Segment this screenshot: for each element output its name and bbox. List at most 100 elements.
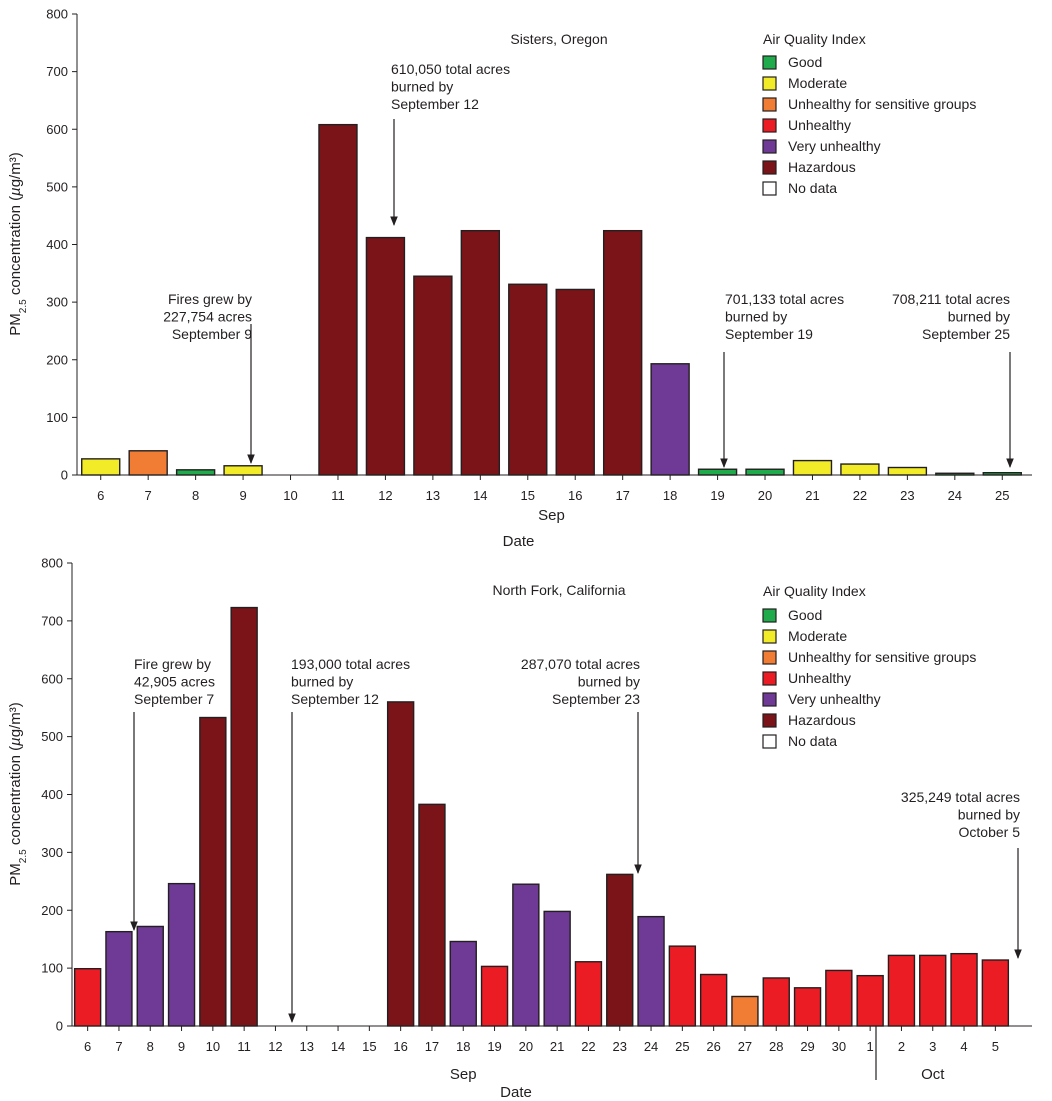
x-tick-label: 16 [568, 488, 582, 503]
x-tick-label: 17 [425, 1039, 439, 1054]
y-axis-title-mu: µ [7, 737, 24, 746]
bar-2-unhealthy [887, 954, 916, 1027]
x-tick-label: 20 [519, 1039, 533, 1054]
annotation-line: 610,050 total acres [391, 61, 510, 77]
annotation-0: Fire grew by 42,905 acres September 7 [134, 656, 215, 707]
legend-swatch-moderate [762, 629, 777, 644]
bar-7-very_unhealthy [105, 930, 133, 1027]
x-tick-label: 27 [738, 1039, 752, 1054]
x-tick-label: 13 [426, 488, 440, 503]
legend-label-no_data: No data [788, 733, 837, 749]
bar-23-hazardous [606, 873, 634, 1027]
legend-swatch-no_data [762, 181, 777, 196]
annotation-1: 193,000 total acres burned by September 12 [291, 656, 410, 707]
annotation-line: 193,000 total acres [291, 656, 410, 672]
x-month-label: Oct [921, 1066, 945, 1083]
bar-21-very_unhealthy [543, 910, 571, 1027]
x-tick-label: 29 [800, 1039, 814, 1054]
x-tick-label: 18 [663, 488, 677, 503]
bar-7-usg [128, 450, 168, 476]
x-tick-label: 16 [393, 1039, 407, 1054]
x-tick-label: 6 [97, 488, 104, 503]
x-tick-label: 25 [675, 1039, 689, 1054]
bar-18-very_unhealthy [650, 363, 690, 476]
legend-swatch-good [762, 55, 777, 70]
x-tick-label: 8 [147, 1039, 154, 1054]
x-tick-label: 14 [473, 488, 487, 503]
legend-label-very_unhealthy: Very unhealthy [788, 138, 881, 154]
annotation-3: 325,249 total acres burned by October 5 [901, 789, 1020, 840]
x-month-label: Sep [450, 1066, 477, 1083]
bar-17-hazardous [602, 229, 643, 476]
annotation-line: burned by [391, 79, 453, 95]
bar-13-hazardous [413, 275, 453, 476]
bar-24-very_unhealthy [637, 915, 665, 1027]
y-tick-label: 0 [56, 1019, 63, 1034]
x-tick-label: 22 [581, 1039, 595, 1054]
x-tick-label: 15 [362, 1039, 376, 1054]
legend-label-unhealthy: Unhealthy [788, 670, 851, 686]
bar-28-unhealthy [762, 977, 790, 1027]
y-tick-label: 800 [46, 7, 68, 22]
bar-23-moderate [887, 466, 928, 476]
annotation-line: September 12 [391, 96, 479, 112]
legend-title: Air Quality Index [763, 31, 866, 47]
y-axis-title-mu: µ [7, 187, 24, 196]
y-tick-label: 700 [41, 613, 63, 628]
annotation-line: September 12 [291, 691, 379, 707]
x-tick-label: 21 [550, 1039, 564, 1054]
legend-swatch-hazardous [762, 713, 777, 728]
y-tick-label: 500 [41, 729, 63, 744]
bar-22-unhealthy [574, 961, 603, 1027]
bar-8-good [175, 469, 216, 476]
y-tick-label: 600 [41, 671, 63, 686]
x-tick-label: 21 [805, 488, 819, 503]
legend-swatch-very_unhealthy [762, 692, 777, 707]
bar-16-hazardous [555, 288, 595, 476]
x-tick-label: 24 [948, 488, 962, 503]
x-tick-label: 18 [456, 1039, 470, 1054]
x-tick-label: 7 [115, 1039, 122, 1054]
legend-swatch-moderate [762, 76, 777, 91]
legend-label-good: Good [788, 607, 822, 623]
legend-swatch-no_data [762, 734, 777, 749]
bar-18-very_unhealthy [449, 940, 477, 1027]
annotation-line: September 7 [134, 691, 214, 707]
annotation-line: burned by [578, 674, 640, 690]
bar-10-hazardous [199, 716, 227, 1027]
bar-27-usg [731, 995, 759, 1027]
bar-11-hazardous [318, 123, 358, 476]
x-tick-label: 6 [84, 1039, 91, 1054]
x-tick-label: 5 [992, 1039, 999, 1054]
bar-19-unhealthy [480, 965, 509, 1027]
annotation-line: burned by [948, 309, 1010, 325]
annotation-line: 287,070 total acres [521, 656, 640, 672]
y-axis-title-unit: g/m³) [7, 152, 24, 187]
x-tick-label: 11 [237, 1039, 251, 1054]
x-tick-label: 28 [769, 1039, 783, 1054]
legend-label-moderate: Moderate [788, 75, 847, 91]
bar-19-good [697, 468, 738, 476]
legend-swatch-very_unhealthy [762, 139, 777, 154]
y-tick-label: 300 [41, 845, 63, 860]
x-tick-label: 4 [960, 1039, 967, 1054]
bar-25-unhealthy [668, 945, 697, 1027]
legend-label-hazardous: Hazardous [788, 712, 856, 728]
y-tick-label: 200 [46, 352, 68, 367]
bar-20-very_unhealthy [512, 883, 540, 1027]
x-tick-label: 11 [331, 488, 345, 503]
bar-29-unhealthy [793, 987, 822, 1027]
bar-4-unhealthy [950, 952, 978, 1027]
y-tick-label: 0 [61, 468, 68, 483]
annotation-line: burned by [958, 807, 1020, 823]
x-axis-title: Date [500, 1084, 532, 1101]
annotation-line: 227,754 acres [163, 309, 252, 325]
bar-14-hazardous [460, 229, 501, 476]
bar-12-hazardous [365, 236, 406, 476]
y-tick-label: 400 [41, 787, 63, 802]
bar-8-very_unhealthy [136, 925, 164, 1027]
chart-title: Sisters, Oregon [510, 31, 607, 47]
x-tick-label: 1 [867, 1039, 874, 1054]
x-tick-label: 24 [644, 1039, 658, 1054]
